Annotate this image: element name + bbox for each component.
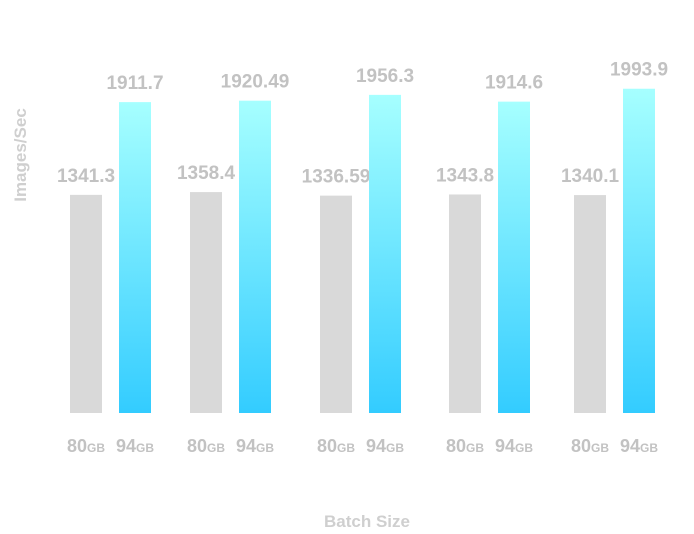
- data-label: 1914.6: [485, 73, 543, 94]
- tick-unit: GB: [87, 441, 105, 455]
- bar-80gb: [574, 195, 606, 413]
- tick-number: 94: [495, 436, 515, 456]
- tick-number: 80: [571, 436, 591, 456]
- data-label: 1336.59: [302, 167, 371, 188]
- tick-unit: GB: [640, 441, 658, 455]
- bars-layer: 1341.380GB1911.794GB1358.480GB1920.4994G…: [57, 60, 668, 456]
- tick-unit: GB: [256, 441, 274, 455]
- tick-number: 80: [317, 436, 337, 456]
- x-tick-label: 94GB: [366, 436, 404, 456]
- x-tick-label: 80GB: [67, 436, 105, 456]
- x-tick-label: 94GB: [116, 436, 154, 456]
- x-tick-label: 94GB: [236, 436, 274, 456]
- x-axis-label: Batch Size: [324, 512, 410, 531]
- tick-unit: GB: [591, 441, 609, 455]
- tick-number: 80: [67, 436, 87, 456]
- tick-unit: GB: [207, 441, 225, 455]
- data-label: 1920.49: [221, 72, 290, 93]
- tick-unit: GB: [515, 441, 533, 455]
- bar-94gb: [369, 94, 401, 414]
- bar-80gb: [190, 192, 222, 413]
- tick-number: 94: [236, 436, 256, 456]
- x-tick-label: 94GB: [495, 436, 533, 456]
- data-label: 1993.9: [610, 60, 668, 81]
- data-label: 1358.4: [177, 163, 236, 184]
- tick-unit: GB: [136, 441, 154, 455]
- data-label: 1911.7: [106, 73, 163, 94]
- y-axis-label: Images/Sec: [11, 108, 30, 202]
- tick-number: 94: [366, 436, 386, 456]
- tick-unit: GB: [386, 441, 404, 455]
- tick-number: 80: [446, 436, 466, 456]
- tick-number: 80: [187, 436, 207, 456]
- x-tick-label: 80GB: [446, 436, 484, 456]
- tick-number: 94: [620, 436, 640, 456]
- tick-unit: GB: [466, 441, 484, 455]
- bar-94gb: [623, 88, 655, 414]
- tick-number: 94: [116, 436, 136, 456]
- x-tick-label: 94GB: [620, 436, 658, 456]
- x-tick-label: 80GB: [187, 436, 225, 456]
- tick-unit: GB: [337, 441, 355, 455]
- bar-94gb: [239, 100, 271, 413]
- data-label: 1341.3: [57, 166, 115, 187]
- bar-80gb: [70, 194, 102, 413]
- x-tick-label: 80GB: [317, 436, 355, 456]
- x-tick-label: 80GB: [571, 436, 609, 456]
- data-label: 1340.1: [561, 166, 620, 187]
- bar-94gb: [119, 102, 151, 413]
- bar-80gb: [320, 195, 352, 413]
- bar-80gb: [449, 194, 481, 413]
- data-label: 1343.8: [436, 165, 494, 186]
- data-label: 1956.3: [356, 66, 414, 87]
- bar-94gb: [498, 101, 530, 414]
